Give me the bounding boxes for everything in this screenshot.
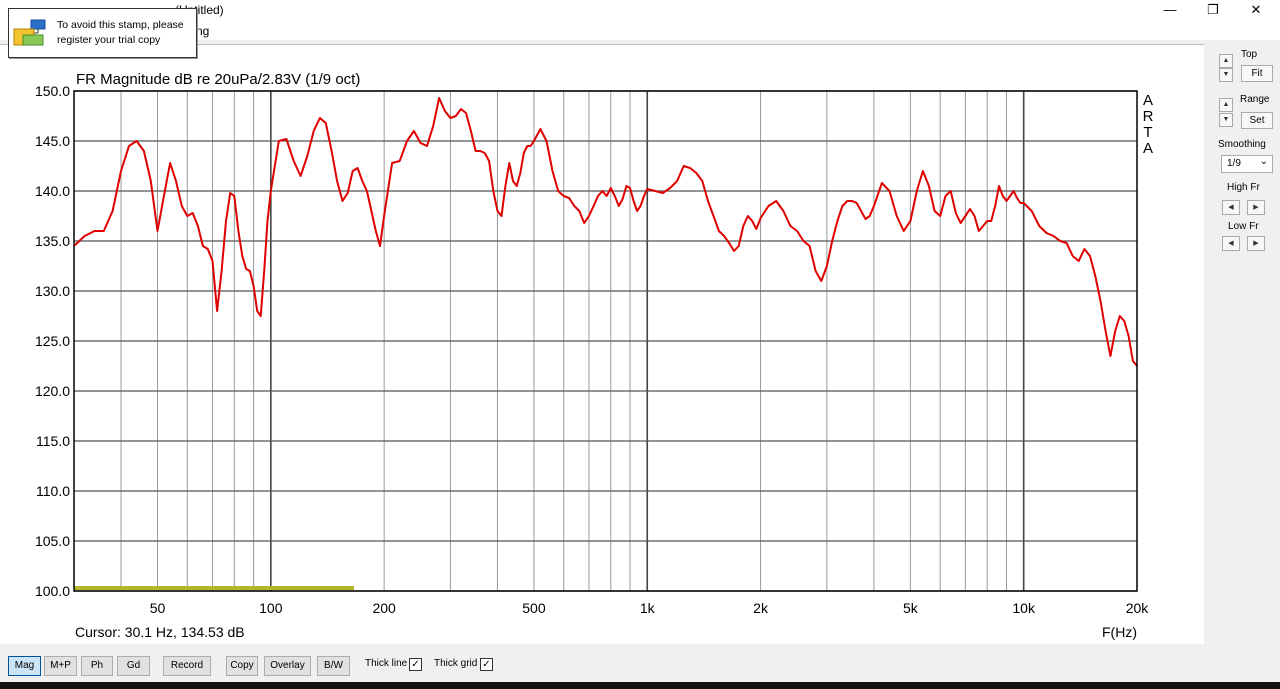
bw-button[interactable]: B/W [317, 656, 350, 676]
top-down-spinner[interactable]: ▼ [1219, 68, 1233, 82]
x-tick-label: 1k [640, 600, 656, 616]
y-tick-label: 105.0 [35, 533, 70, 549]
thick-line-label: Thick line [365, 658, 408, 669]
minimize-button[interactable]: — [1163, 2, 1177, 17]
x-tick-labels: 50 100 200 500 1k 2k 5k 10k 20k [150, 600, 1150, 616]
trial-stamp: To avoid this stamp, please register you… [8, 8, 197, 58]
x-tick-label: 10k [1012, 600, 1036, 616]
y-tick-label: 150.0 [35, 83, 70, 99]
thick-line-checkbox[interactable]: ✓ [409, 658, 422, 671]
mp-button[interactable]: M+P [44, 656, 77, 676]
mag-button[interactable]: Mag [8, 656, 41, 676]
analysis-range-bar [74, 586, 354, 590]
y-tick-labels: 100.0 105.0 110.0 115.0 120.0 125.0 130.0 135.0… [35, 83, 70, 599]
top-label: Top [1241, 49, 1258, 60]
smoothing-value: 1/9 [1227, 158, 1241, 169]
high-fr-left-button[interactable]: ◀ [1222, 200, 1240, 215]
smoothing-select[interactable]: 1/9 ⌄ [1221, 155, 1273, 173]
x-tick-label: 200 [372, 600, 396, 616]
overlay-button[interactable]: Overlay [264, 656, 311, 676]
record-button[interactable]: Record [163, 656, 211, 676]
top-up-spinner[interactable]: ▲ [1219, 54, 1233, 68]
arta-letter: R [1143, 108, 1154, 125]
low-fr-left-button[interactable]: ◀ [1222, 236, 1240, 251]
y-tick-label: 140.0 [35, 183, 70, 199]
chevron-down-icon: ⌄ [1259, 156, 1268, 167]
x-axis-label: F(Hz) [1102, 624, 1137, 640]
range-label: Range [1240, 94, 1270, 105]
x-tick-label: 100 [259, 600, 283, 616]
arta-letter: T [1143, 124, 1152, 141]
y-tick-label: 100.0 [35, 583, 70, 599]
frequency-response-chart[interactable]: 100.0 105.0 110.0 115.0 120.0 125.0 130.0 135.0… [0, 45, 1204, 645]
menu-bar: ng [0, 22, 1280, 40]
cursor-readout: Cursor: 30.1 Hz, 134.53 dB [75, 624, 245, 640]
range-up-spinner[interactable]: ▲ [1219, 98, 1233, 112]
bottom-toolbar: Mag M+P Ph Gd Record Copy Overlay B/W Th… [0, 644, 1280, 682]
low-fr-label: Low Fr [1228, 221, 1259, 232]
set-button[interactable]: Set [1241, 112, 1273, 129]
thick-grid-checkbox[interactable]: ✓ [480, 658, 493, 671]
y-tick-label: 120.0 [35, 383, 70, 399]
x-tick-label: 5k [903, 600, 919, 616]
copy-button[interactable]: Copy [226, 656, 258, 676]
arta-letter: A [1143, 140, 1153, 157]
x-tick-label: 2k [753, 600, 769, 616]
low-fr-right-button[interactable]: ▶ [1247, 236, 1265, 251]
taskbar [0, 682, 1280, 689]
y-tick-label: 110.0 [36, 483, 70, 499]
y-tick-label: 135.0 [35, 233, 70, 249]
fit-button[interactable]: Fit [1241, 65, 1273, 82]
y-tick-label: 125.0 [35, 333, 70, 349]
y-tick-label: 145.0 [35, 133, 70, 149]
thick-grid-label: Thick grid [434, 658, 478, 669]
plot-frame [73, 90, 1138, 592]
x-tick-label: 500 [522, 600, 546, 616]
fr-curve [73, 97, 1138, 367]
menu-item-partial[interactable]: ng [196, 24, 210, 38]
close-button[interactable]: ✕ [1250, 2, 1262, 17]
chart-title: FR Magnitude dB re 20uPa/2.83V (1/9 oct) [76, 71, 360, 88]
high-fr-label: High Fr [1227, 182, 1260, 193]
stamp-text-line1: To avoid this stamp, please [57, 19, 184, 31]
gd-button[interactable]: Gd [117, 656, 150, 676]
ph-button[interactable]: Ph [81, 656, 113, 676]
y-tick-label: 115.0 [36, 433, 70, 449]
title-bar: (Untitled) — ❐ ✕ [0, 0, 1280, 22]
smoothing-label: Smoothing [1218, 139, 1266, 150]
right-control-panel: ▲ ▼ Top Fit ▲ ▼ Range Set Smoothing 1/9 … [1205, 44, 1280, 644]
restore-button[interactable]: ❐ [1207, 2, 1219, 17]
network-icon [13, 19, 46, 46]
x-tick-label: 20k [1126, 600, 1150, 616]
high-fr-right-button[interactable]: ▶ [1247, 200, 1265, 215]
range-down-spinner[interactable]: ▼ [1219, 113, 1233, 127]
y-tick-label: 130.0 [35, 283, 70, 299]
stamp-text-line2: register your trial copy [57, 34, 161, 46]
plot-area[interactable]: 100.0 105.0 110.0 115.0 120.0 125.0 130.0 135.0… [0, 44, 1204, 645]
x-tick-label: 50 [150, 600, 166, 616]
arta-letter: A [1143, 92, 1153, 109]
